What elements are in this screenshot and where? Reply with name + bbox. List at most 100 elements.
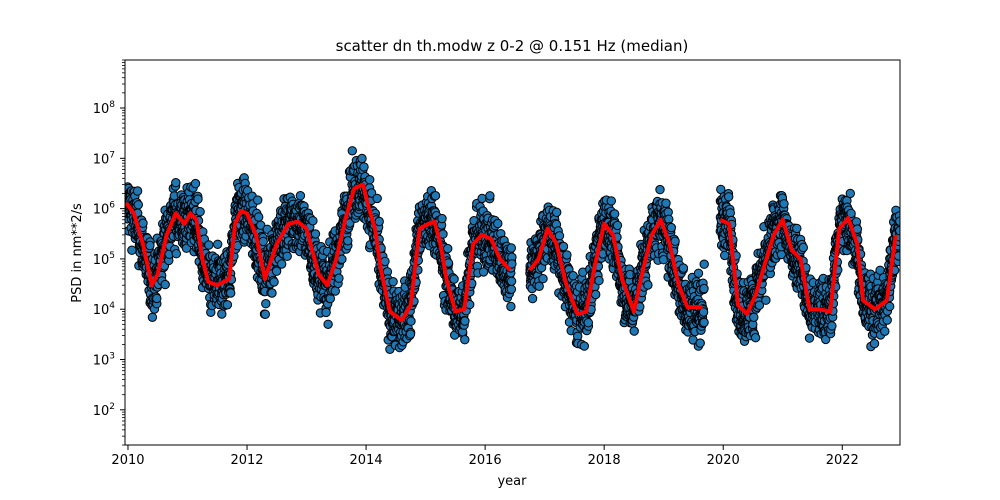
scatter-point: [699, 283, 709, 294]
scatter-point: [579, 341, 589, 351]
scatter-point: [869, 338, 880, 349]
scatter-point: [295, 191, 306, 201]
scatter-point: [506, 284, 517, 294]
scatter-point: [195, 207, 205, 217]
scatter-point: [430, 191, 441, 201]
scatter-point: [127, 245, 137, 255]
scatter-point: [506, 276, 517, 286]
scatter-point: [325, 293, 335, 304]
scatter-point: [534, 281, 544, 291]
scatter-point: [256, 220, 266, 230]
chart-title: scatter dn th.modw z 0-2 @ 0.151 Hz (med…: [336, 37, 689, 55]
scatter-point: [885, 301, 895, 312]
scatter-point: [460, 316, 470, 326]
scatter-point: [282, 251, 292, 261]
x-tick-label: 2012: [230, 453, 263, 468]
scatter-point: [699, 259, 709, 269]
scatter-point: [591, 289, 601, 300]
scatter-point: [568, 271, 578, 281]
scatter-point: [750, 333, 761, 343]
scatter-point: [594, 275, 604, 286]
scatter-point: [171, 178, 181, 188]
scatter-point: [798, 242, 808, 253]
scatter-point: [132, 186, 143, 196]
scatter-point: [254, 212, 264, 222]
x-tick-label: 2010: [111, 453, 144, 468]
scatter-point: [160, 279, 170, 290]
scatter-point: [880, 326, 890, 336]
scatter-point: [792, 223, 802, 234]
scatter-point: [359, 162, 369, 172]
scatter-point: [323, 319, 333, 329]
scatter-point: [133, 200, 144, 210]
scatter-point: [506, 243, 516, 253]
scatter-point: [269, 277, 279, 287]
scatter-point: [845, 188, 855, 199]
scatter-point: [337, 254, 347, 264]
scatter-point: [485, 191, 495, 201]
scatter-point: [779, 199, 789, 209]
scatter-point: [437, 213, 447, 224]
scatter-point: [308, 216, 318, 226]
scatter-point: [583, 318, 593, 328]
scatter-point: [693, 268, 704, 278]
scatter-point: [527, 293, 538, 304]
scatter-point: [213, 239, 223, 250]
scatter-point: [443, 243, 453, 254]
scatter-point: [827, 321, 837, 331]
scatter-point: [882, 315, 892, 325]
scatter-point: [226, 288, 236, 298]
x-tick-label: 2018: [588, 453, 621, 468]
scatter-point: [478, 267, 489, 277]
scatter-point: [846, 208, 856, 219]
scatter-point: [365, 175, 375, 185]
scatter-point: [761, 295, 771, 305]
scatter-point: [661, 198, 671, 208]
scatter-point: [334, 273, 344, 283]
scatter-point: [554, 231, 565, 241]
scatter-point: [258, 236, 268, 247]
scatter-point: [562, 250, 572, 260]
scatter-point: [666, 222, 676, 233]
scatter-point: [406, 316, 416, 326]
scatter-point: [629, 326, 639, 336]
x-tick-label: 2020: [707, 453, 740, 468]
scatter-point: [698, 307, 709, 317]
scatter-point: [138, 218, 148, 228]
scatter-point: [749, 312, 759, 322]
scatter-point: [506, 301, 516, 312]
scatter-point: [372, 193, 382, 204]
scatter-point: [670, 236, 680, 246]
scatter-point: [724, 192, 734, 202]
scatter-point: [695, 338, 705, 348]
scatter-point: [460, 335, 470, 345]
scatter-point: [643, 280, 653, 290]
scatter-point: [804, 333, 815, 343]
scatter-point: [277, 259, 287, 269]
scatter-point: [152, 293, 162, 304]
scatter-point: [222, 300, 233, 310]
scatter-point: [507, 259, 517, 269]
scatter-point: [606, 196, 616, 206]
scatter-point: [217, 309, 227, 319]
x-tick-label: 2022: [826, 453, 859, 468]
scatter-point: [388, 277, 398, 287]
scatter-point: [610, 209, 620, 219]
scatter-point: [267, 288, 277, 298]
scatter-point: [725, 208, 735, 218]
scatter-point: [147, 312, 158, 322]
scatter-point: [253, 195, 263, 205]
scatter-point: [366, 188, 377, 198]
scatter-point: [193, 194, 203, 204]
x-tick-label: 2016: [469, 453, 502, 468]
scatter-point: [357, 153, 367, 164]
scatter-point: [321, 307, 331, 318]
scatter-point: [190, 178, 201, 189]
scatter-point: [347, 146, 357, 156]
scatter-point: [310, 229, 321, 239]
scatter-point: [699, 317, 709, 328]
scatter-point: [449, 274, 459, 284]
scatter-point: [171, 249, 182, 259]
scatter-point: [552, 207, 562, 218]
